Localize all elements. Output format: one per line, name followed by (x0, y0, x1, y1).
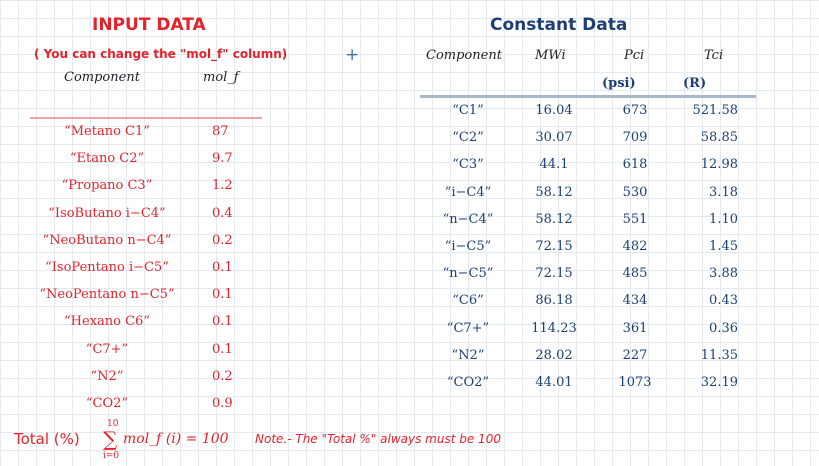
input-row-molf[interactable]: 0.1 (212, 287, 233, 302)
input-row-molf[interactable]: 0.2 (212, 369, 233, 384)
constant-row-pc: 551 (622, 212, 648, 227)
constant-row-tc: 0.36 (709, 321, 738, 336)
input-row-molf[interactable]: 0.1 (212, 342, 233, 357)
constant-data-title: Constant Data (490, 15, 628, 35)
constant-row-tc: 12.98 (700, 157, 738, 172)
sigma-icon: ∑ (103, 427, 118, 451)
constant-row-pc: 485 (622, 266, 648, 281)
constant-row-pc: 618 (622, 157, 648, 172)
constant-row-component: “C1” (452, 103, 484, 118)
input-row-molf[interactable]: 1.2 (212, 178, 233, 193)
input-data-hint: ( You can change the "mol_f" column) (34, 47, 288, 61)
constant-row-mw: 28.02 (535, 348, 573, 363)
constant-row-component: “n−C4” (442, 212, 494, 227)
input-row-component: “Metano C1” (64, 124, 150, 139)
constant-row-mw: 58.12 (535, 185, 573, 200)
input-row-component: “CO2” (85, 396, 129, 411)
sum-upper-limit: 10 (107, 419, 119, 429)
input-row-molf[interactable]: 87 (212, 124, 229, 139)
constant-row-mw: 30.07 (535, 130, 573, 145)
constant-row-tc: 3.18 (709, 185, 738, 200)
input-row-component: “IsoPentano i−C5” (45, 260, 169, 275)
input-row-component: “NeoPentano n−C5” (39, 287, 175, 302)
constant-row-component: “CO2” (446, 375, 490, 390)
constant-col-pc-header: Pci (624, 48, 645, 63)
constant-row-component: “C3” (452, 157, 484, 172)
input-header-divider (30, 117, 262, 119)
input-col-component-header: Component (64, 70, 140, 85)
constant-row-pc: 482 (622, 239, 648, 254)
constant-row-component: “n−C5” (442, 266, 494, 281)
constant-row-tc: 58.85 (700, 130, 738, 145)
input-row-molf[interactable]: 0.1 (212, 314, 233, 329)
constant-row-component: “i−C5” (444, 239, 492, 254)
constant-row-tc: 32.19 (700, 375, 738, 390)
input-row-molf[interactable]: 0.9 (212, 396, 233, 411)
input-row-component: “Propano C3” (61, 178, 153, 193)
total-formula: mol_f (i) = 100 (123, 431, 229, 447)
constant-row-mw: 58.12 (535, 212, 573, 227)
input-row-molf[interactable]: 0.4 (212, 206, 233, 221)
constant-header-divider (420, 95, 756, 98)
constant-row-tc: 521.58 (692, 103, 739, 118)
constant-unit-tc: (R) (683, 76, 707, 91)
constant-row-tc: 0.43 (709, 293, 738, 308)
constant-row-mw: 44.1 (539, 157, 569, 172)
constant-row-pc: 709 (622, 130, 648, 145)
input-row-molf[interactable]: 0.2 (212, 233, 233, 248)
input-row-component: “Etano C2” (69, 151, 145, 166)
constant-row-pc: 530 (622, 185, 648, 200)
constant-col-mw-header: MWi (535, 48, 566, 63)
constant-row-pc: 673 (622, 103, 648, 118)
constant-row-mw: 44.01 (535, 375, 573, 390)
constant-col-tc-header: Tci (704, 48, 724, 63)
crosshair-plus-icon: + (345, 45, 360, 65)
input-row-component: “Hexano C6” (64, 314, 150, 329)
constant-row-pc: 361 (622, 321, 648, 336)
constant-unit-pc: (psi) (602, 76, 636, 91)
constant-row-pc: 1073 (618, 375, 652, 390)
constant-row-tc: 11.35 (700, 348, 738, 363)
input-row-component: “N2” (90, 369, 124, 384)
input-row-molf[interactable]: 0.1 (212, 260, 233, 275)
constant-row-mw: 72.15 (535, 266, 573, 281)
input-row-molf[interactable]: 9.7 (212, 151, 233, 166)
total-note: Note.- The "Total %" always must be 100 (255, 432, 501, 446)
constant-row-tc: 1.45 (709, 239, 738, 254)
constant-row-component: “N2” (451, 348, 485, 363)
input-col-molf-header: mol_f (203, 70, 239, 85)
input-data-title: INPUT DATA (92, 15, 206, 35)
constant-row-component: “i−C4” (444, 185, 492, 200)
constant-row-pc: 227 (622, 348, 648, 363)
input-row-component: “IsoButano i−C4” (48, 206, 166, 221)
constant-row-mw: 16.04 (535, 103, 573, 118)
constant-row-mw: 114.23 (531, 321, 577, 336)
constant-row-pc: 434 (622, 293, 648, 308)
constant-row-mw: 86.18 (535, 293, 573, 308)
input-row-component: “NeoButano n−C4” (42, 233, 172, 248)
constant-col-component-header: Component (426, 48, 502, 63)
sum-lower-limit: i=0 (103, 451, 120, 461)
constant-row-tc: 3.88 (709, 266, 738, 281)
constant-row-component: “C7+” (446, 321, 490, 336)
constant-row-component: “C6” (452, 293, 484, 308)
constant-row-tc: 1.10 (709, 212, 738, 227)
constant-row-component: “C2” (452, 130, 484, 145)
constant-row-mw: 72.15 (535, 239, 573, 254)
total-label: Total (%) (14, 430, 80, 448)
input-row-component: “C7+” (85, 342, 129, 357)
